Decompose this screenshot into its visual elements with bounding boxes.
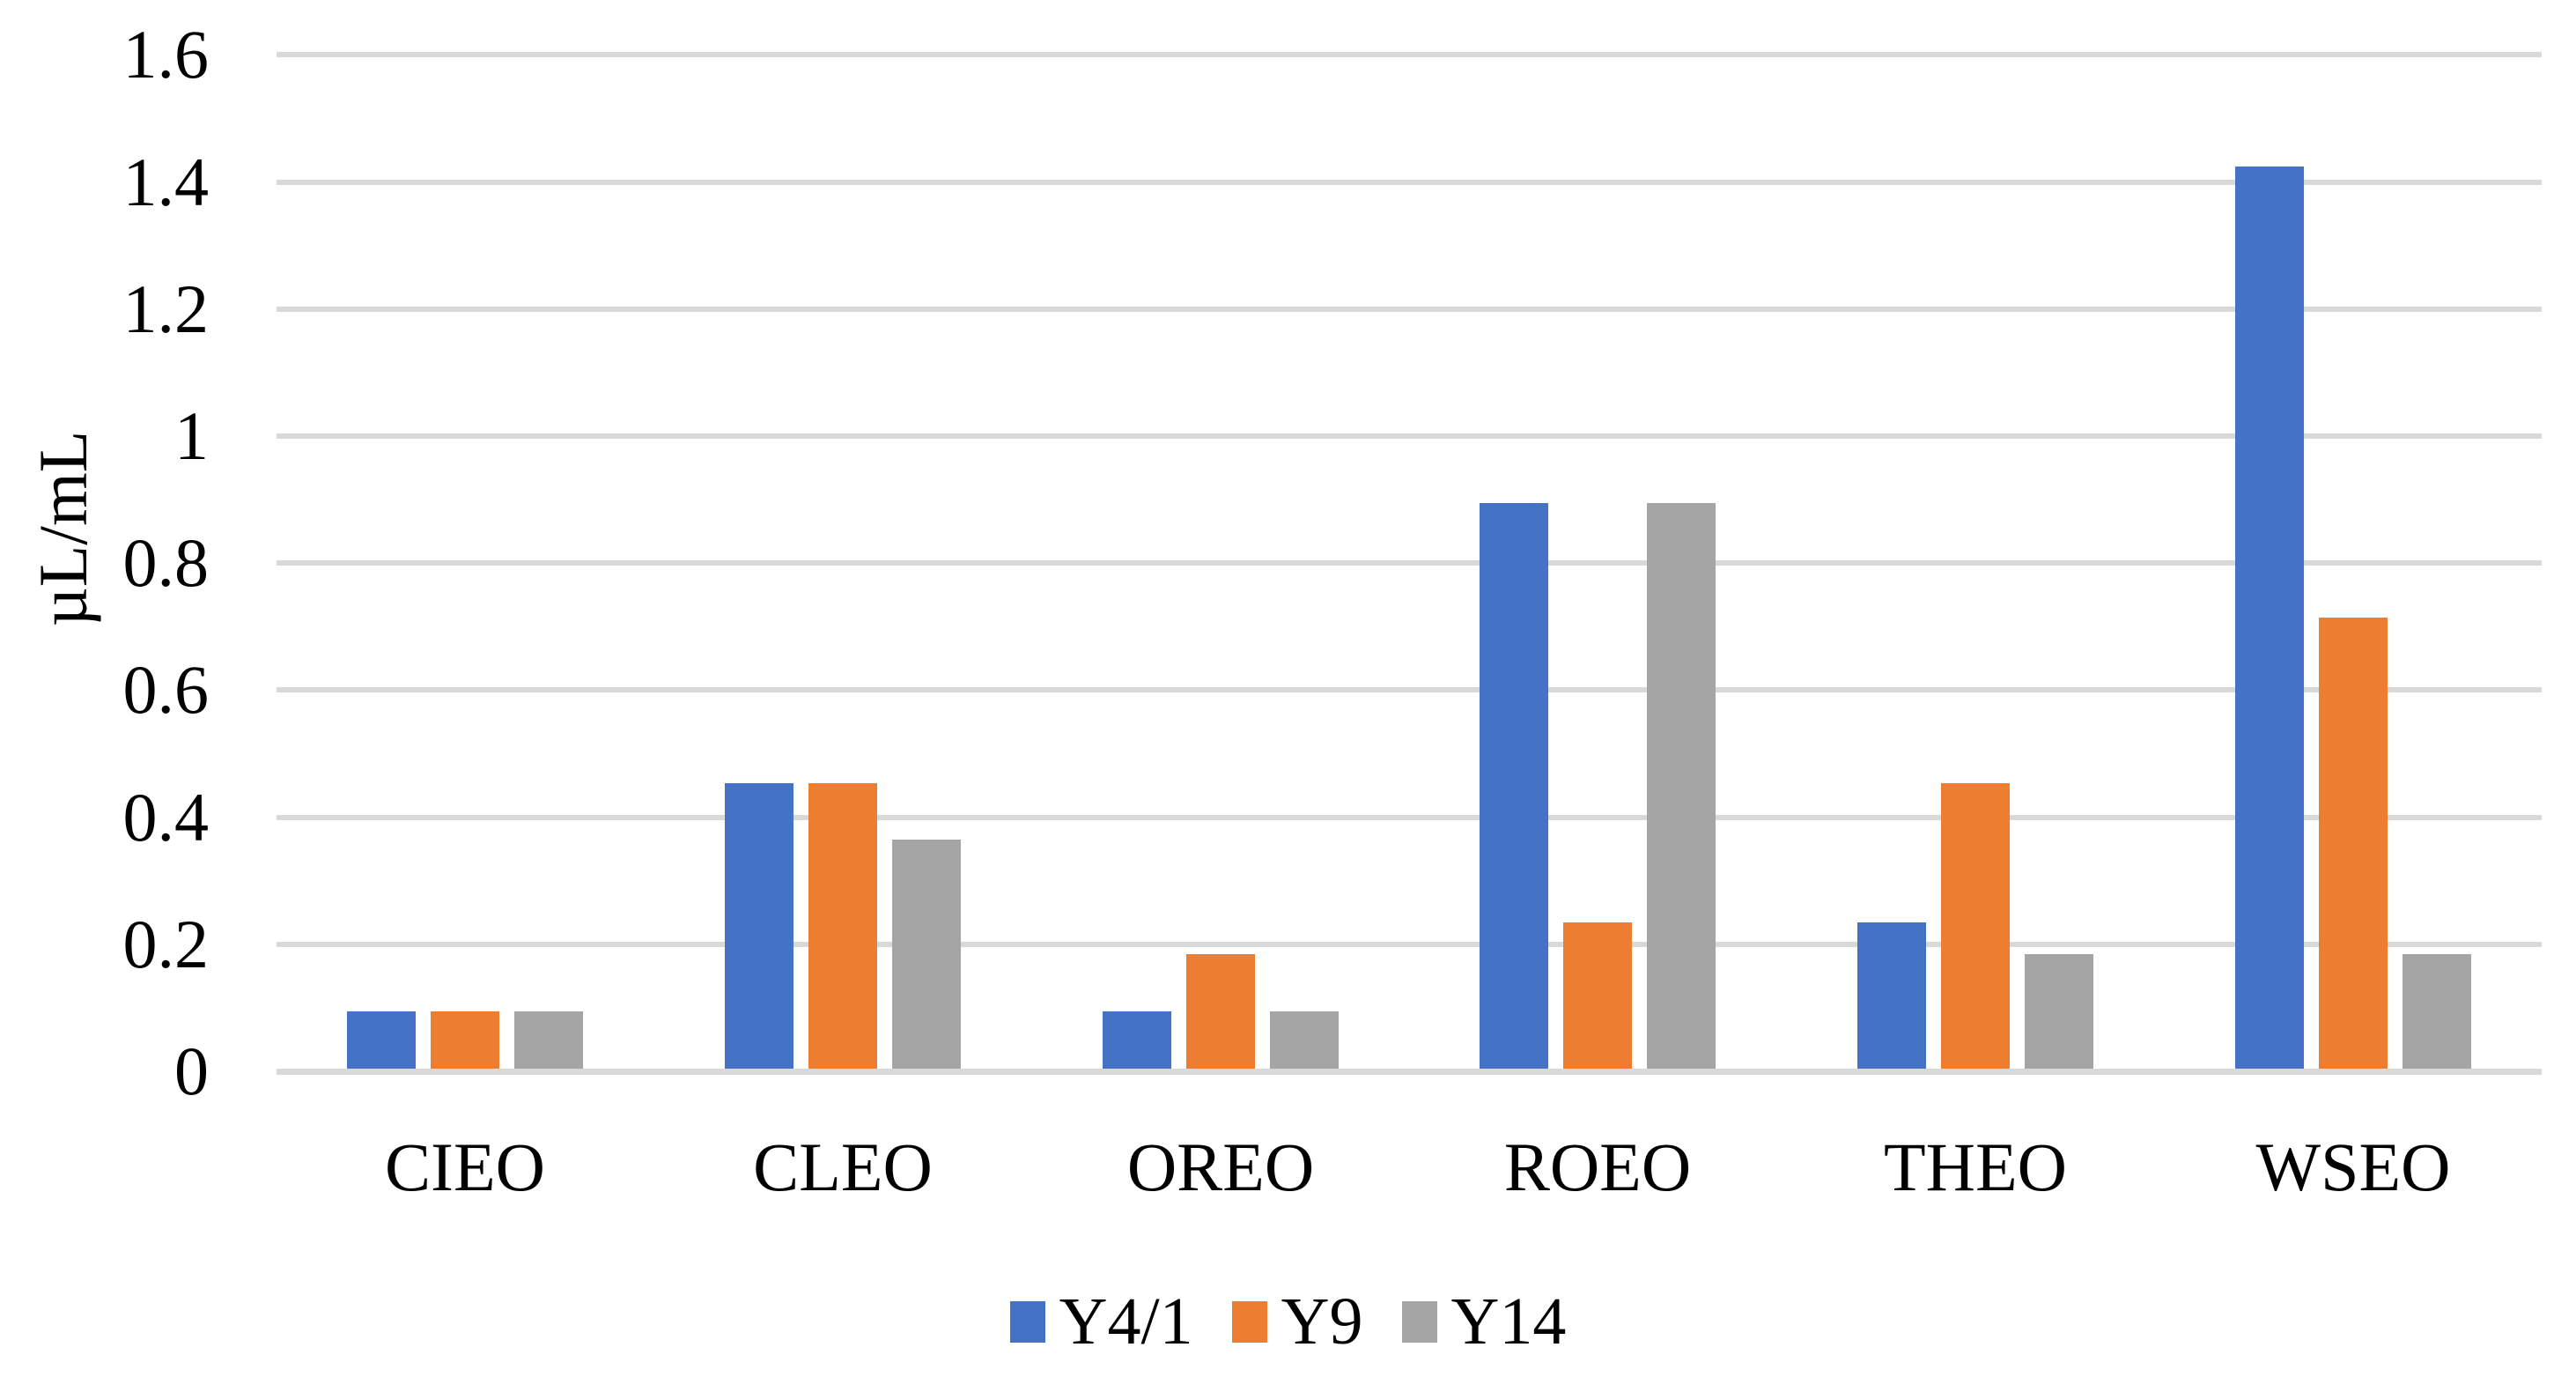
y-axis-tick-label: 1.2 xyxy=(122,270,210,347)
bar-Y14-CLEO xyxy=(892,840,961,1069)
y-axis-tick-label: 1.6 xyxy=(122,16,210,93)
gridline xyxy=(277,433,2542,439)
bar-Y9-CIEO xyxy=(431,1011,499,1069)
bar-Y14-OREO xyxy=(1270,1011,1339,1069)
x-axis-category-label: WSEO xyxy=(2255,1129,2451,1205)
gridline xyxy=(277,560,2542,566)
y-axis-tick-label: 1.4 xyxy=(122,143,210,220)
bar-Y9-WSEO xyxy=(2319,618,2388,1069)
legend-label: Y9 xyxy=(1281,1284,1363,1358)
bar-Y4/1-CIEO xyxy=(347,1011,416,1069)
legend-swatch-icon xyxy=(1009,1300,1045,1343)
bar-Y9-OREO xyxy=(1186,954,1255,1069)
gridline xyxy=(277,52,2542,58)
x-axis-category-label: CLEO xyxy=(753,1129,933,1205)
bar-Y4/1-ROEO xyxy=(1480,503,1548,1069)
y-axis-tick-label: 0 xyxy=(174,1033,209,1109)
bar-Y14-CIEO xyxy=(514,1011,583,1069)
y-axis-tick-label: 0.2 xyxy=(122,905,210,982)
bar-Y4/1-THEO xyxy=(1857,922,1926,1069)
bar-Y9-CLEO xyxy=(808,783,877,1069)
legend-label: Y4/1 xyxy=(1059,1284,1193,1358)
gridline xyxy=(277,941,2542,947)
x-axis-line xyxy=(277,1069,2542,1075)
bar-Y4/1-CLEO xyxy=(725,783,793,1069)
y-axis-tick-label: 0.8 xyxy=(122,524,210,602)
gridline xyxy=(277,814,2542,820)
y-axis-tick-label: 0.4 xyxy=(122,778,210,855)
x-axis-category-label: THEO xyxy=(1884,1129,2067,1205)
bar-Y9-ROEO xyxy=(1563,922,1632,1069)
bar-Y4/1-OREO xyxy=(1103,1011,1171,1069)
legend: Y4/1 Y9 Y14 xyxy=(0,1273,2576,1370)
legend-item-Y9: Y9 xyxy=(1231,1284,1363,1358)
legend-label: Y14 xyxy=(1450,1284,1567,1358)
legend-item-Y4/1: Y4/1 xyxy=(1009,1284,1193,1358)
legend-swatch-icon xyxy=(1231,1300,1267,1343)
bar-Y4/1-WSEO xyxy=(2235,167,2304,1069)
bar-Y9-THEO xyxy=(1941,783,2010,1069)
y-axis-tick-label: 1 xyxy=(174,397,209,474)
legend-item-Y14: Y14 xyxy=(1401,1284,1567,1358)
x-axis-category-label: CIEO xyxy=(385,1129,545,1205)
gridline xyxy=(277,179,2542,185)
x-axis-category-label: ROEO xyxy=(1503,1129,1692,1205)
bar-Y14-ROEO xyxy=(1647,503,1716,1069)
x-axis-category-label: OREO xyxy=(1126,1129,1315,1205)
gridline xyxy=(277,687,2542,693)
bar-Y14-THEO xyxy=(2025,954,2093,1069)
gridline xyxy=(277,306,2542,312)
y-axis-tick-label: 0.6 xyxy=(122,651,210,729)
legend-swatch-icon xyxy=(1401,1300,1437,1343)
bar-Y14-WSEO xyxy=(2403,954,2471,1069)
